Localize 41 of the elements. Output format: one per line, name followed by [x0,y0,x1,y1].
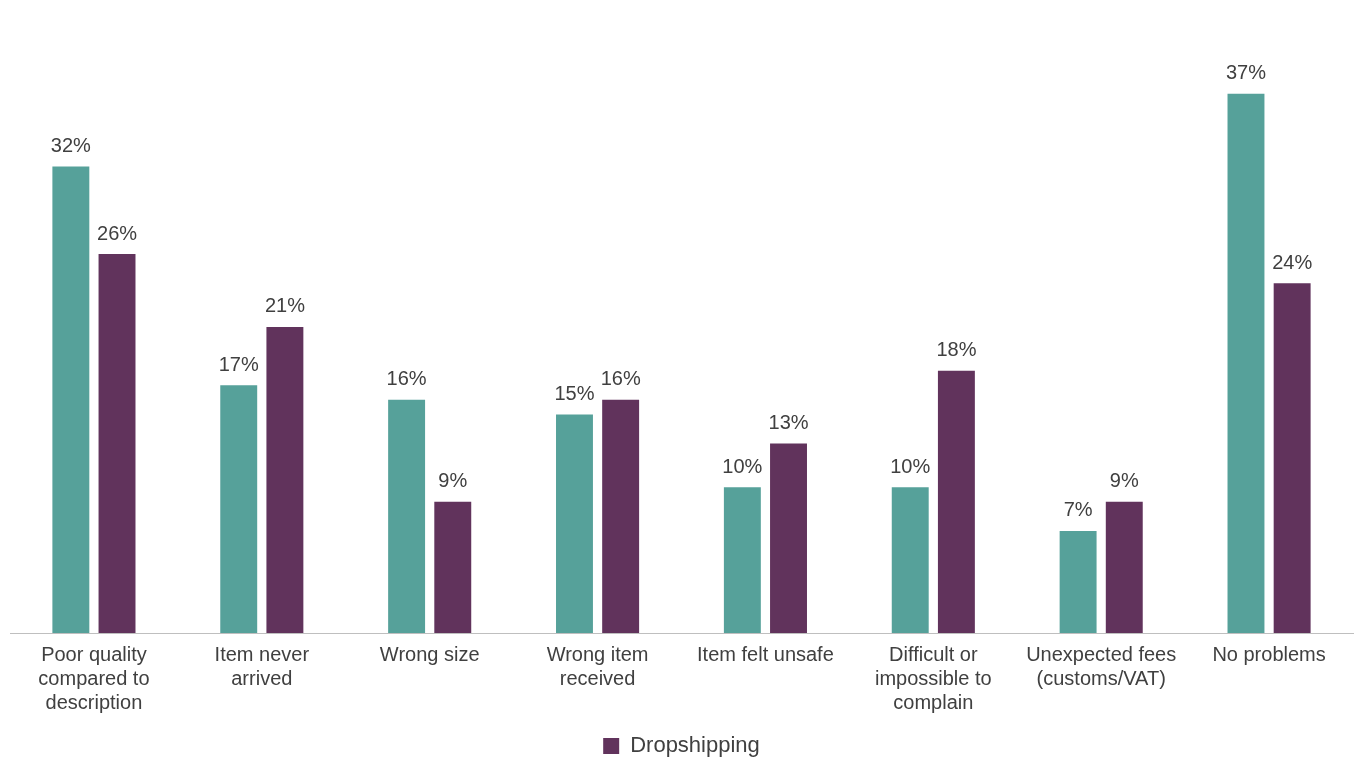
data-label: 10% [890,454,931,477]
data-label: 26% [97,221,138,244]
x-tick-label: Poor quality compared to description [38,642,150,713]
bar [602,399,640,633]
bar [52,166,90,633]
bar [220,385,258,633]
data-label: 13% [768,411,809,434]
data-label: 9% [1109,469,1139,492]
bar [556,414,593,633]
bar [1059,530,1097,633]
x-tick-label: Wrong size [379,642,480,665]
data-label: 32% [50,134,92,157]
data-label: 10% [722,454,763,477]
data-label: 17% [218,352,259,375]
data-label: 16% [600,367,641,390]
bar [98,254,136,633]
bar [1227,93,1265,633]
data-label: 9% [438,469,468,492]
bar [266,326,304,633]
data-label: 21% [264,294,306,317]
bar [434,501,472,633]
bar [937,370,975,633]
x-tick-label: Item never arrived [214,642,310,689]
data-label: 24% [1272,250,1313,273]
bar [723,487,761,633]
x-tick-label: Wrong item received [546,642,649,689]
bar [388,399,426,633]
bar [1273,283,1311,633]
bar [891,487,929,633]
data-label: 37% [1225,61,1267,84]
x-tick-label: Unexpected fees (customs/VAT) [1026,642,1177,689]
legend-label: Dropshipping [630,732,760,758]
x-tick-label: Item felt unsafe [697,642,834,665]
data-label: 7% [1063,498,1093,521]
bar [1105,501,1143,633]
data-label: 18% [936,338,977,361]
data-label: 16% [386,367,427,390]
x-tick-label: No problems [1212,642,1326,665]
bar [770,443,807,633]
data-label: 15% [554,381,595,404]
x-tick-label: Difficult or impossible to complain [874,642,992,713]
